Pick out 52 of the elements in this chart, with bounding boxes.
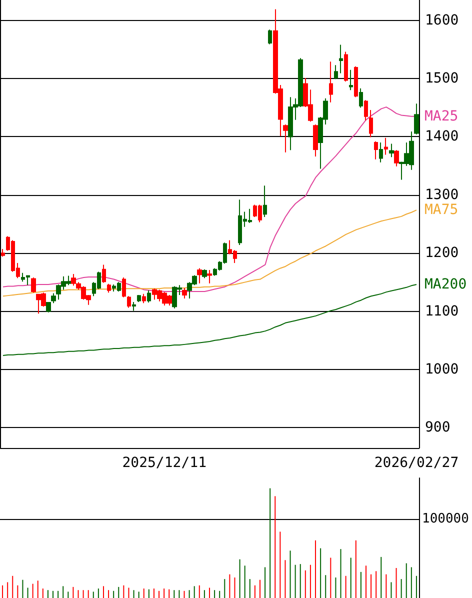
candlestick (329, 61, 333, 103)
candlestick (354, 66, 358, 98)
y-tick-label: 1400 (425, 128, 459, 145)
candlestick (379, 142, 383, 163)
y-tick-label: 100000 (422, 512, 469, 527)
candlestick (182, 288, 187, 299)
line-series (2, 106, 417, 292)
line-series (2, 210, 417, 297)
candlestick (207, 269, 212, 284)
candlestick (349, 69, 353, 91)
candlestick (142, 293, 146, 304)
y-tick-label: 1300 (425, 186, 459, 203)
candlestick (359, 88, 363, 108)
candlestick (374, 140, 378, 160)
candlestick (127, 296, 131, 308)
candlestick (132, 301, 136, 312)
candlestick (197, 268, 202, 284)
y-tick-label: 1000 (425, 361, 459, 378)
candlestick (339, 44, 343, 74)
series-label: MA75 (424, 202, 458, 218)
x-tick-label: 2026/02/27 (374, 455, 459, 471)
candlestick (107, 283, 111, 294)
candlestick (414, 103, 419, 135)
candlestick (202, 268, 207, 279)
candlestick (31, 277, 36, 294)
candlestick (364, 100, 368, 121)
candlestick (283, 124, 288, 153)
candlestick (389, 143, 394, 158)
candlestick (1, 248, 5, 258)
y-tick-label: 1100 (425, 303, 459, 320)
candlestick (369, 109, 373, 138)
candlestick (394, 150, 399, 167)
candlestick (122, 277, 126, 298)
candlestick (313, 124, 318, 158)
y-tick-label: 1200 (425, 245, 459, 262)
y-tick-label: 1500 (425, 70, 459, 87)
candlestick (137, 294, 141, 302)
candlestick (384, 137, 388, 156)
x-tick-label: 2025/12/11 (122, 455, 207, 471)
series-label: MA200 (424, 276, 467, 293)
line-series (2, 284, 417, 356)
candlestick (102, 264, 106, 284)
y-tick-label: 1600 (425, 12, 459, 28)
candlestick (263, 185, 267, 218)
candlestick (46, 301, 51, 313)
y-tick-label: 900 (425, 420, 450, 436)
candlestick (344, 51, 348, 82)
series-label: MA25 (424, 108, 458, 124)
candlestick (334, 64, 338, 80)
candlestick (147, 290, 151, 304)
candlestick (268, 29, 272, 45)
candlestick (51, 292, 56, 304)
